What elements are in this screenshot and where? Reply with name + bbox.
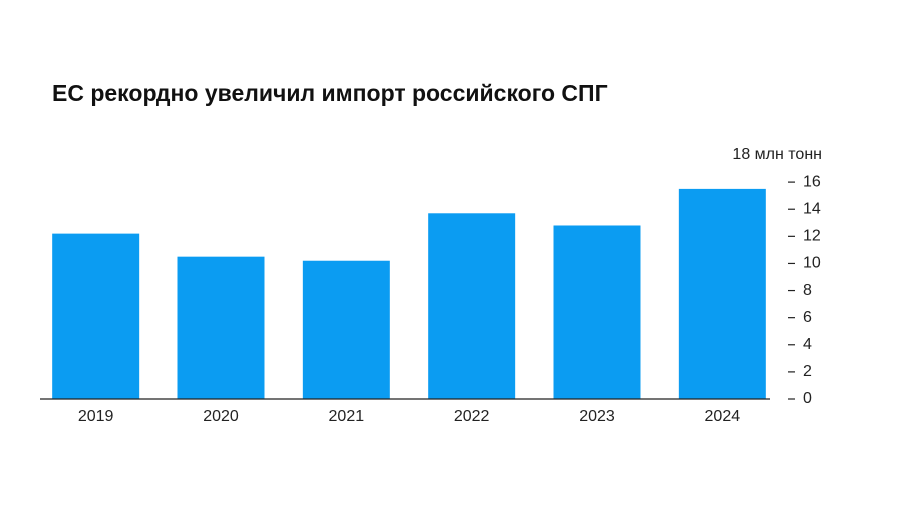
bar	[177, 256, 265, 399]
y-tick-label: 10	[803, 255, 821, 272]
y-tick-label: 12	[803, 228, 821, 245]
y-tick-label: 0	[803, 390, 812, 407]
y-tick-label: 8	[803, 282, 812, 299]
y-tick-label: 6	[803, 309, 812, 326]
x-tick-label: 2021	[329, 408, 365, 425]
bar	[428, 213, 516, 399]
x-tick-label: 2022	[454, 408, 490, 425]
y-tick-label: 16	[803, 173, 821, 190]
x-tick-label: 2019	[78, 408, 114, 425]
chart-title: ЕС рекордно увеличил импорт российского …	[52, 80, 608, 106]
bar	[302, 260, 390, 399]
x-tick-label: 2023	[579, 408, 615, 425]
y-axis-unit-label: 18 млн тонн	[732, 146, 822, 163]
y-tick-label: 2	[803, 363, 812, 380]
x-tick-label: 2020	[203, 408, 239, 425]
y-tick-label: 4	[803, 336, 812, 353]
x-tick-label: 2024	[705, 408, 741, 425]
bar	[678, 188, 766, 399]
bar	[553, 225, 641, 399]
y-tick-label: 14	[803, 200, 821, 217]
bar	[52, 233, 140, 399]
